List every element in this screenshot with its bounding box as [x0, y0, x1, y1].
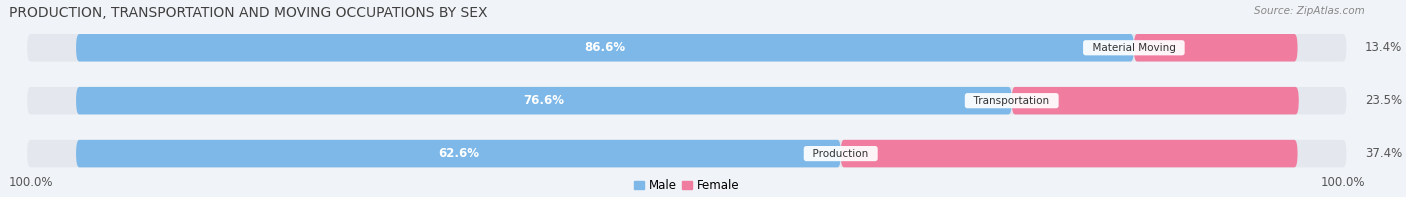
FancyBboxPatch shape: [76, 87, 1012, 114]
FancyBboxPatch shape: [1133, 34, 1298, 61]
Legend: Male, Female: Male, Female: [630, 175, 744, 197]
Text: Production: Production: [806, 149, 875, 159]
Text: Source: ZipAtlas.com: Source: ZipAtlas.com: [1254, 7, 1365, 17]
FancyBboxPatch shape: [27, 140, 1347, 167]
Text: 76.6%: 76.6%: [523, 94, 564, 107]
Text: 62.6%: 62.6%: [437, 147, 479, 160]
Text: Material Moving: Material Moving: [1085, 43, 1182, 53]
Text: 100.0%: 100.0%: [1320, 176, 1365, 189]
Text: Transportation: Transportation: [967, 96, 1056, 106]
FancyBboxPatch shape: [76, 140, 841, 167]
FancyBboxPatch shape: [27, 87, 1347, 114]
Text: 23.5%: 23.5%: [1365, 94, 1402, 107]
FancyBboxPatch shape: [841, 140, 1298, 167]
FancyBboxPatch shape: [27, 34, 1347, 61]
Text: PRODUCTION, TRANSPORTATION AND MOVING OCCUPATIONS BY SEX: PRODUCTION, TRANSPORTATION AND MOVING OC…: [8, 7, 488, 20]
FancyBboxPatch shape: [76, 34, 1133, 61]
Text: 37.4%: 37.4%: [1365, 147, 1402, 160]
Text: 13.4%: 13.4%: [1365, 41, 1402, 54]
Text: 100.0%: 100.0%: [8, 176, 53, 189]
Text: 86.6%: 86.6%: [585, 41, 626, 54]
FancyBboxPatch shape: [1012, 87, 1299, 114]
